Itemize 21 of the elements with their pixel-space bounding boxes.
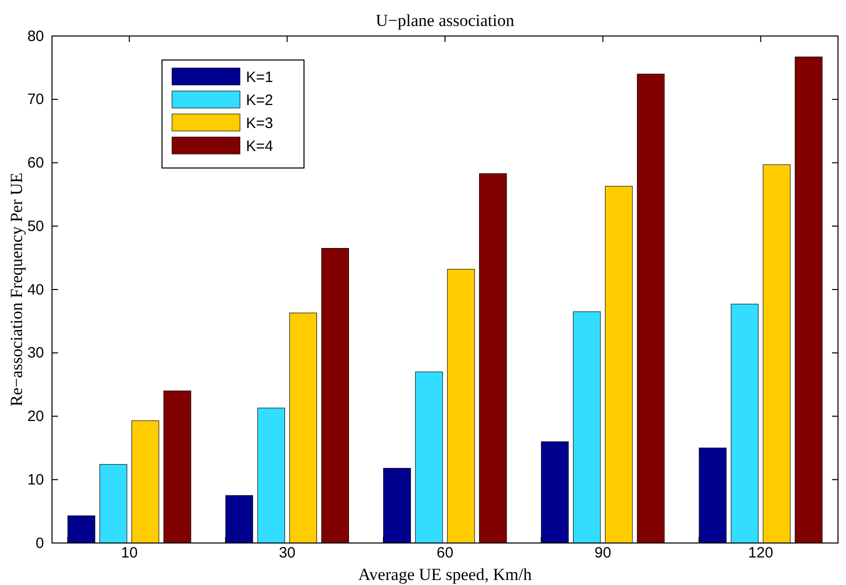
y-tick-label: 30 — [27, 344, 44, 362]
y-tick-label: 60 — [27, 154, 44, 172]
legend-label: K=3 — [246, 115, 274, 132]
legend-label: K=1 — [246, 69, 274, 86]
x-tick-label: 10 — [120, 544, 138, 562]
legend-label: K=2 — [246, 92, 274, 109]
x-tick-label: 90 — [594, 544, 612, 562]
x-axis-title: Average UE speed, Km/h — [358, 565, 532, 584]
y-tick-label: 80 — [27, 28, 44, 45]
x-tick-label: 30 — [278, 544, 296, 562]
y-axis-title: Re−association Frequency Per UE — [7, 172, 26, 406]
y-tick-label: 40 — [27, 281, 44, 298]
legend-label: K=4 — [246, 138, 274, 155]
y-tick-label: 20 — [27, 408, 44, 426]
x-tick-label: 120 — [748, 544, 774, 562]
y-tick-label: 50 — [27, 218, 44, 235]
y-tick-label: 10 — [27, 471, 44, 488]
y-tick-label: 70 — [27, 91, 44, 108]
x-tick-label: 60 — [436, 544, 454, 562]
y-tick-label: 0 — [36, 534, 44, 552]
chart-title: U−plane association — [376, 11, 515, 30]
